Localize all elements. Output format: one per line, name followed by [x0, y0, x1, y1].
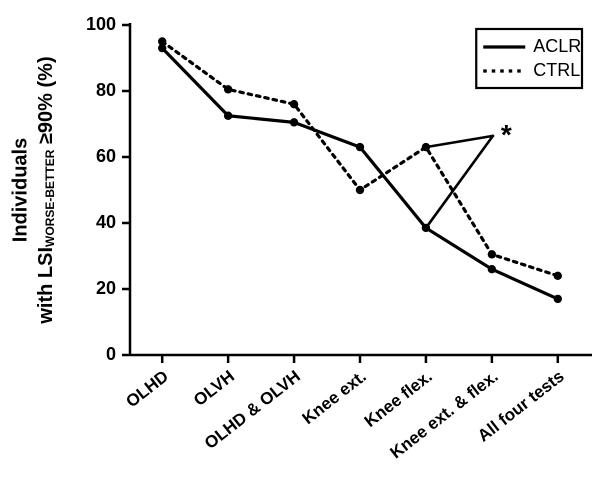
series-marker-ctrl: [224, 85, 232, 93]
y-tick-label: 20: [96, 278, 116, 298]
y-axis-title-line1: Individuals: [9, 138, 31, 242]
lsi-chart: 020406080100OLHDOLVHOLHD & OLVHKnee ext.…: [0, 0, 614, 500]
x-category-label: Knee ext.: [299, 367, 370, 429]
series-marker-ctrl: [356, 186, 364, 194]
y-tick-label: 0: [106, 344, 116, 364]
y-tick-label: 40: [96, 212, 116, 232]
annotation-connector: [426, 136, 493, 147]
x-category-label: Knee ext. & flex.: [387, 367, 502, 463]
annotation-asterisk: *: [501, 119, 512, 150]
legend-label: CTRL: [533, 60, 580, 80]
series-marker-aclr: [290, 118, 298, 126]
series-marker-aclr: [356, 143, 364, 151]
series-marker-aclr: [554, 295, 562, 303]
series-marker-ctrl: [488, 250, 496, 258]
annotation-connector: [426, 136, 493, 228]
y-tick-label: 100: [86, 14, 116, 34]
x-category-label: OLVH: [190, 367, 238, 410]
x-category-label: OLHD: [122, 367, 172, 412]
series-marker-aclr: [224, 112, 232, 120]
y-tick-label: 80: [96, 80, 116, 100]
series-marker-ctrl: [158, 37, 166, 45]
y-axis-title-line2: with LSIWORSE-BETTER ≥90% (%): [35, 56, 57, 324]
legend-label: ACLR: [533, 36, 581, 56]
series-marker-ctrl: [554, 272, 562, 280]
y-tick-label: 60: [96, 146, 116, 166]
series-marker-aclr: [488, 265, 496, 273]
series-marker-ctrl: [290, 100, 298, 108]
